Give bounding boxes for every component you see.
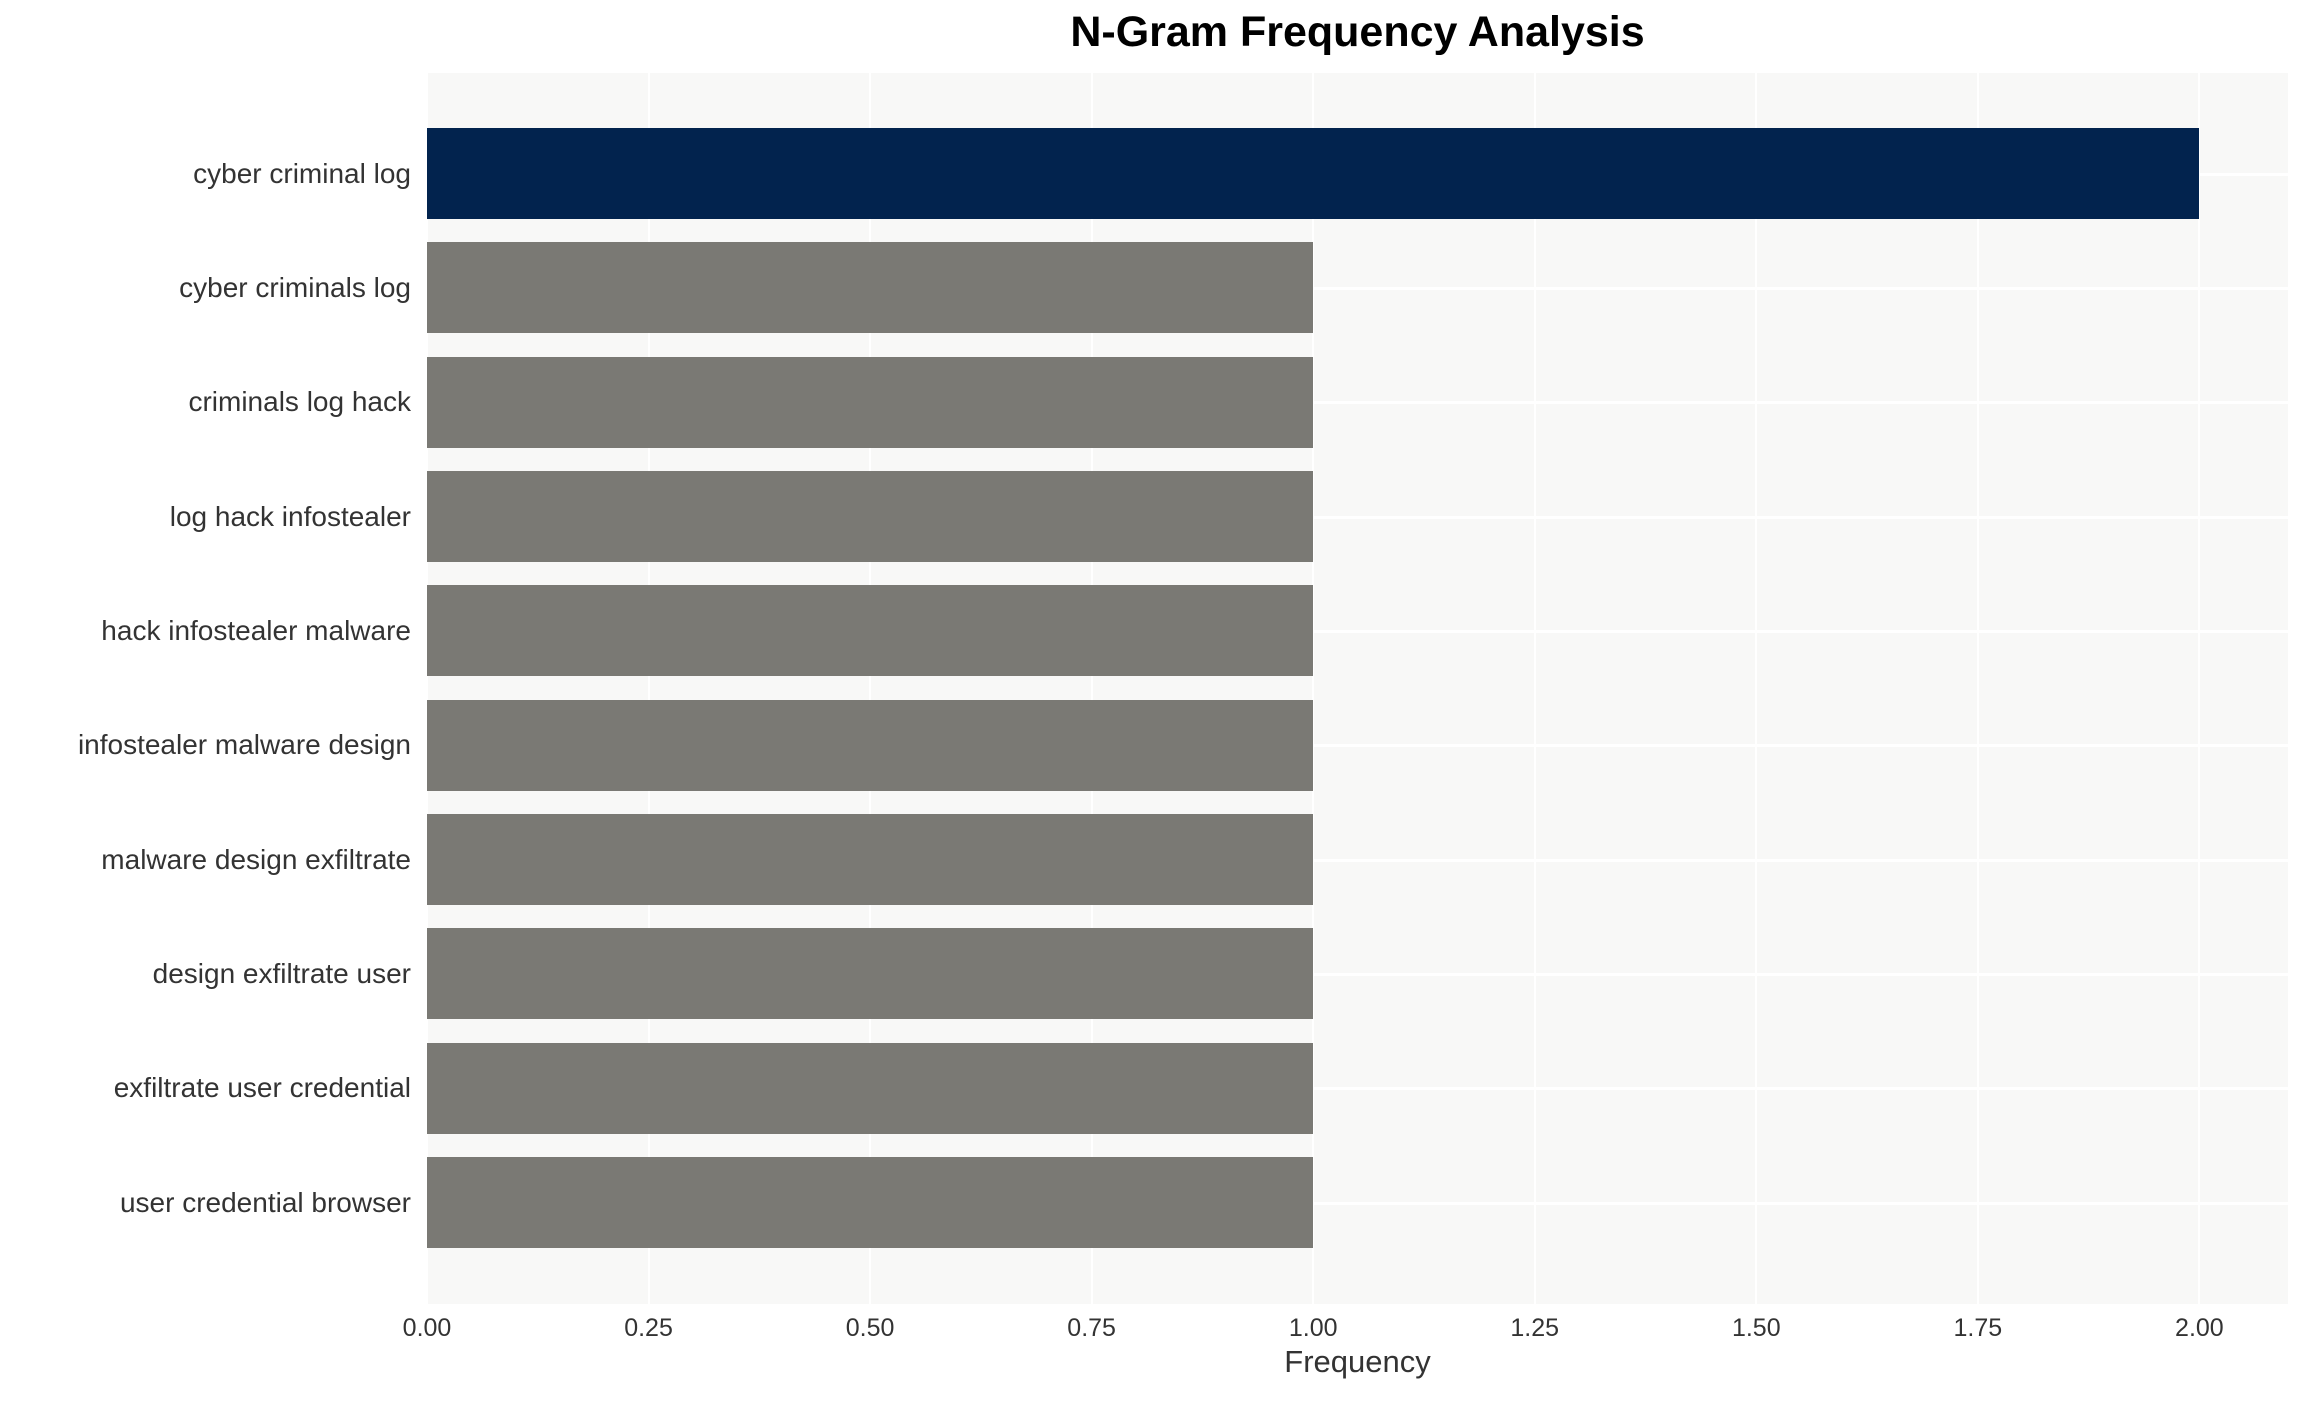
y-tick-label: user credential browser	[119, 1186, 411, 1218]
vertical-gridline	[1976, 73, 1979, 1304]
vertical-gridline	[647, 73, 650, 1304]
vertical-gridline	[2198, 73, 2201, 1304]
x-tick-label: 0.50	[845, 1314, 895, 1342]
x-tick-label: 2.00	[2175, 1314, 2224, 1342]
x-tick-label: 0.75	[1067, 1314, 1116, 1342]
vertical-gridline	[1533, 73, 1536, 1304]
horizontal-gridline	[427, 858, 2288, 862]
x-tick-label: 1.75	[1953, 1314, 2003, 1342]
vertical-gridline	[1312, 73, 1315, 1304]
y-tick-label: design exfiltrate user	[152, 957, 411, 989]
x-tick-label: 0.00	[402, 1314, 452, 1342]
x-tick-label: 1.50	[1731, 1314, 1781, 1342]
bar-design-exfiltrate-user	[427, 928, 1314, 1020]
x-tick-label: 0.25	[624, 1314, 673, 1342]
bar-exfiltrate-user-credential	[427, 1042, 1314, 1134]
y-tick-label: log hack infostealer	[169, 500, 411, 532]
horizontal-gridline	[427, 972, 2288, 976]
horizontal-gridline	[427, 401, 2288, 405]
y-tick-label: hack infostealer malware	[101, 614, 411, 646]
x-tick-label: 1.00	[1288, 1314, 1338, 1342]
plot-area	[427, 73, 2288, 1304]
bar-log-hack-infostealer	[427, 471, 1314, 563]
y-tick-label: malware design exfiltrate	[101, 843, 411, 875]
bar-cyber-criminal-log	[427, 128, 2200, 219]
chart-title: N-Gram Frequency Analysis	[1070, 8, 1645, 56]
vertical-gridline	[427, 73, 428, 1304]
bar-infostealer-malware-design	[427, 699, 1314, 791]
y-tick-label: cyber criminals log	[179, 271, 411, 303]
x-axis-label: Frequency	[1284, 1344, 1431, 1379]
horizontal-gridline	[427, 286, 2288, 290]
bar-cyber-criminals-log	[427, 242, 1314, 334]
horizontal-gridline	[427, 629, 2288, 633]
vertical-gridline	[869, 73, 872, 1304]
horizontal-gridline	[427, 744, 2288, 748]
vertical-gridline	[1090, 73, 1093, 1304]
y-tick-label: cyber criminal log	[193, 157, 411, 189]
bar-hack-infostealer-malware	[427, 585, 1314, 677]
y-tick-label: infostealer malware design	[77, 729, 411, 761]
y-tick-label: exfiltrate user credential	[113, 1072, 411, 1104]
bar-user-credential-browser	[427, 1157, 1314, 1249]
vertical-gridline	[1755, 73, 1758, 1304]
x-tick-label: 1.25	[1510, 1314, 1560, 1342]
horizontal-gridline	[427, 515, 2288, 519]
bar-criminals-log-hack	[427, 356, 1314, 448]
bar-malware-design-exfiltrate	[427, 814, 1314, 906]
y-tick-label: criminals log hack	[188, 386, 411, 418]
horizontal-gridline	[427, 1087, 2288, 1091]
horizontal-gridline	[427, 1201, 2288, 1205]
